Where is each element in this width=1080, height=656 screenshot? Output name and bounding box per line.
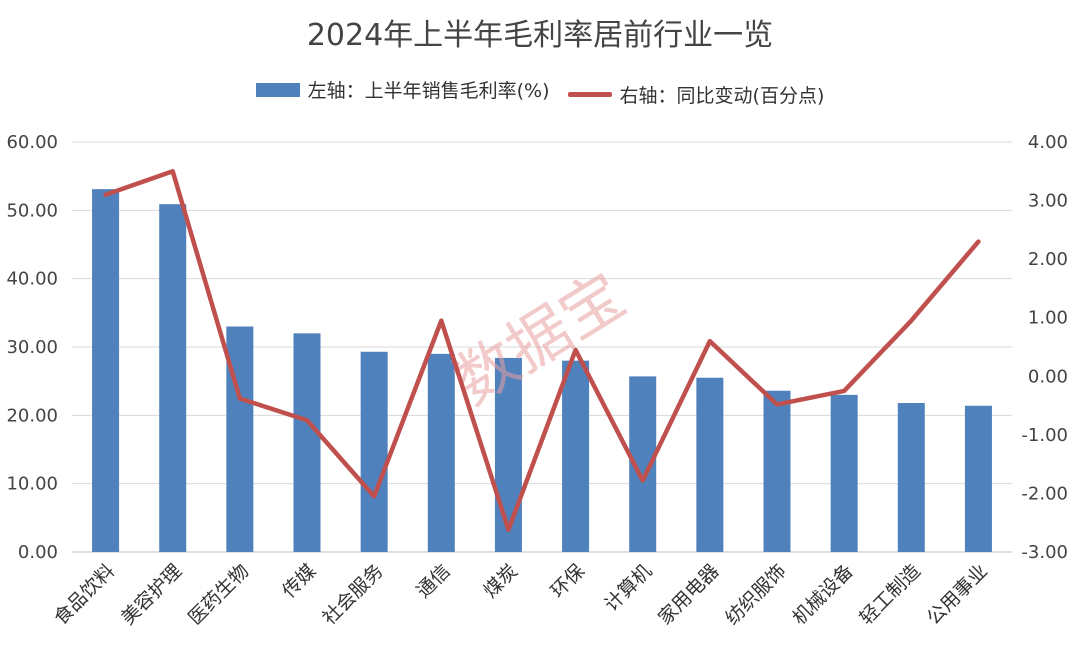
- bar: [696, 377, 724, 552]
- bar: [897, 403, 925, 552]
- category-label: 机械设备: [788, 560, 857, 629]
- y-right-tick-label: 1.00: [1028, 308, 1068, 329]
- y-left-tick-label: 40.00: [6, 269, 58, 290]
- y-right-tick-label: -1.00: [1021, 425, 1068, 446]
- category-label: 医药生物: [184, 560, 253, 629]
- bar: [763, 390, 791, 552]
- legend-swatch-bar: [255, 82, 300, 97]
- category-label: 传媒: [278, 560, 320, 602]
- y-left-tick-label: 50.00: [6, 200, 58, 221]
- category-label: 轻工制造: [856, 560, 925, 629]
- legend-swatch-line: [567, 91, 612, 97]
- category-label: 煤炭: [480, 560, 522, 602]
- y-right-tick-label: -3.00: [1021, 542, 1068, 563]
- y-right-tick-label: -2.00: [1021, 483, 1068, 504]
- chart-title: 2024年上半年毛利率居前行业一览: [306, 18, 774, 53]
- category-label: 公用事业: [923, 560, 992, 629]
- category-label: 环保: [547, 560, 589, 602]
- category-label: 家用电器: [654, 560, 723, 629]
- legend-item-line: 右轴：同比变动(百分点): [567, 81, 825, 108]
- line-series: [103, 169, 981, 532]
- bar: [427, 353, 455, 552]
- y-left-tick-label: 0.00: [18, 542, 58, 563]
- category-label: 食品饮料: [50, 560, 119, 629]
- category-label: 通信: [412, 560, 454, 602]
- category-label: 纺织服饰: [721, 560, 790, 629]
- bar: [92, 189, 120, 552]
- bar: [159, 204, 187, 552]
- bar: [293, 333, 321, 552]
- y-right-tick-label: 2.00: [1028, 249, 1068, 270]
- y-right-tick-label: 0.00: [1028, 366, 1068, 387]
- y-right-tick-label: 3.00: [1028, 191, 1068, 212]
- legend: 左轴：上半年销售毛利率(%) 右轴：同比变动(百分点): [0, 76, 1080, 108]
- y-right-tick-label: 4.00: [1028, 132, 1068, 153]
- category-label: 社会服务: [318, 560, 387, 629]
- bar: [360, 351, 388, 552]
- y-left-tick-label: 20.00: [6, 405, 58, 426]
- bar: [830, 394, 858, 552]
- y-left-tick-label: 30.00: [6, 337, 58, 358]
- category-label: 美容护理: [117, 560, 186, 629]
- y-left-tick-label: 10.00: [6, 474, 58, 495]
- legend-label-bar: 左轴：上半年销售毛利率(%): [307, 80, 550, 102]
- category-label: 计算机: [600, 560, 656, 616]
- bar: [964, 405, 992, 552]
- bar: [494, 357, 522, 552]
- legend-item-bar: 左轴：上半年销售毛利率(%): [255, 76, 550, 103]
- bar: [562, 360, 590, 552]
- watermark-text: 数据宝: [441, 258, 637, 418]
- legend-label-line: 右轴：同比变动(百分点): [619, 84, 825, 107]
- y-left-tick-label: 60.00: [6, 132, 58, 153]
